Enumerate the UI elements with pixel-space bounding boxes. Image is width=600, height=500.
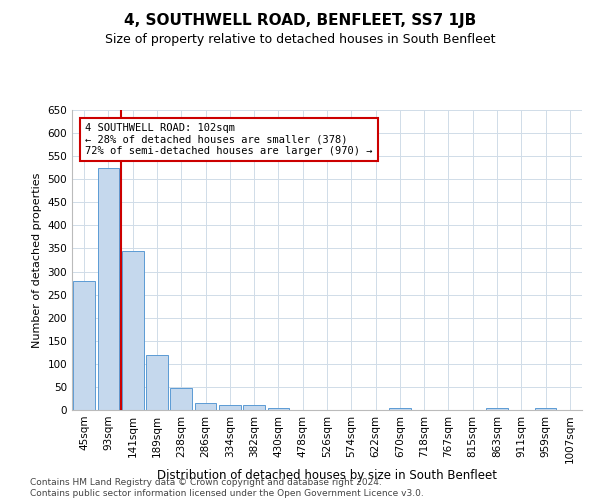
- Bar: [219, 406, 241, 410]
- Bar: [73, 281, 95, 410]
- Text: Contains HM Land Registry data © Crown copyright and database right 2024.
Contai: Contains HM Land Registry data © Crown c…: [30, 478, 424, 498]
- Bar: [486, 408, 508, 410]
- Bar: [170, 388, 192, 410]
- X-axis label: Distribution of detached houses by size in South Benfleet: Distribution of detached houses by size …: [157, 469, 497, 482]
- Text: Size of property relative to detached houses in South Benfleet: Size of property relative to detached ho…: [105, 32, 495, 46]
- Y-axis label: Number of detached properties: Number of detached properties: [32, 172, 42, 348]
- Bar: [268, 408, 289, 410]
- Bar: [122, 251, 143, 410]
- Bar: [535, 408, 556, 410]
- Bar: [194, 403, 217, 410]
- Bar: [97, 168, 119, 410]
- Text: 4, SOUTHWELL ROAD, BENFLEET, SS7 1JB: 4, SOUTHWELL ROAD, BENFLEET, SS7 1JB: [124, 12, 476, 28]
- Text: 4 SOUTHWELL ROAD: 102sqm
← 28% of detached houses are smaller (378)
72% of semi-: 4 SOUTHWELL ROAD: 102sqm ← 28% of detach…: [85, 123, 373, 156]
- Bar: [389, 408, 411, 410]
- Bar: [146, 354, 168, 410]
- Bar: [243, 406, 265, 410]
